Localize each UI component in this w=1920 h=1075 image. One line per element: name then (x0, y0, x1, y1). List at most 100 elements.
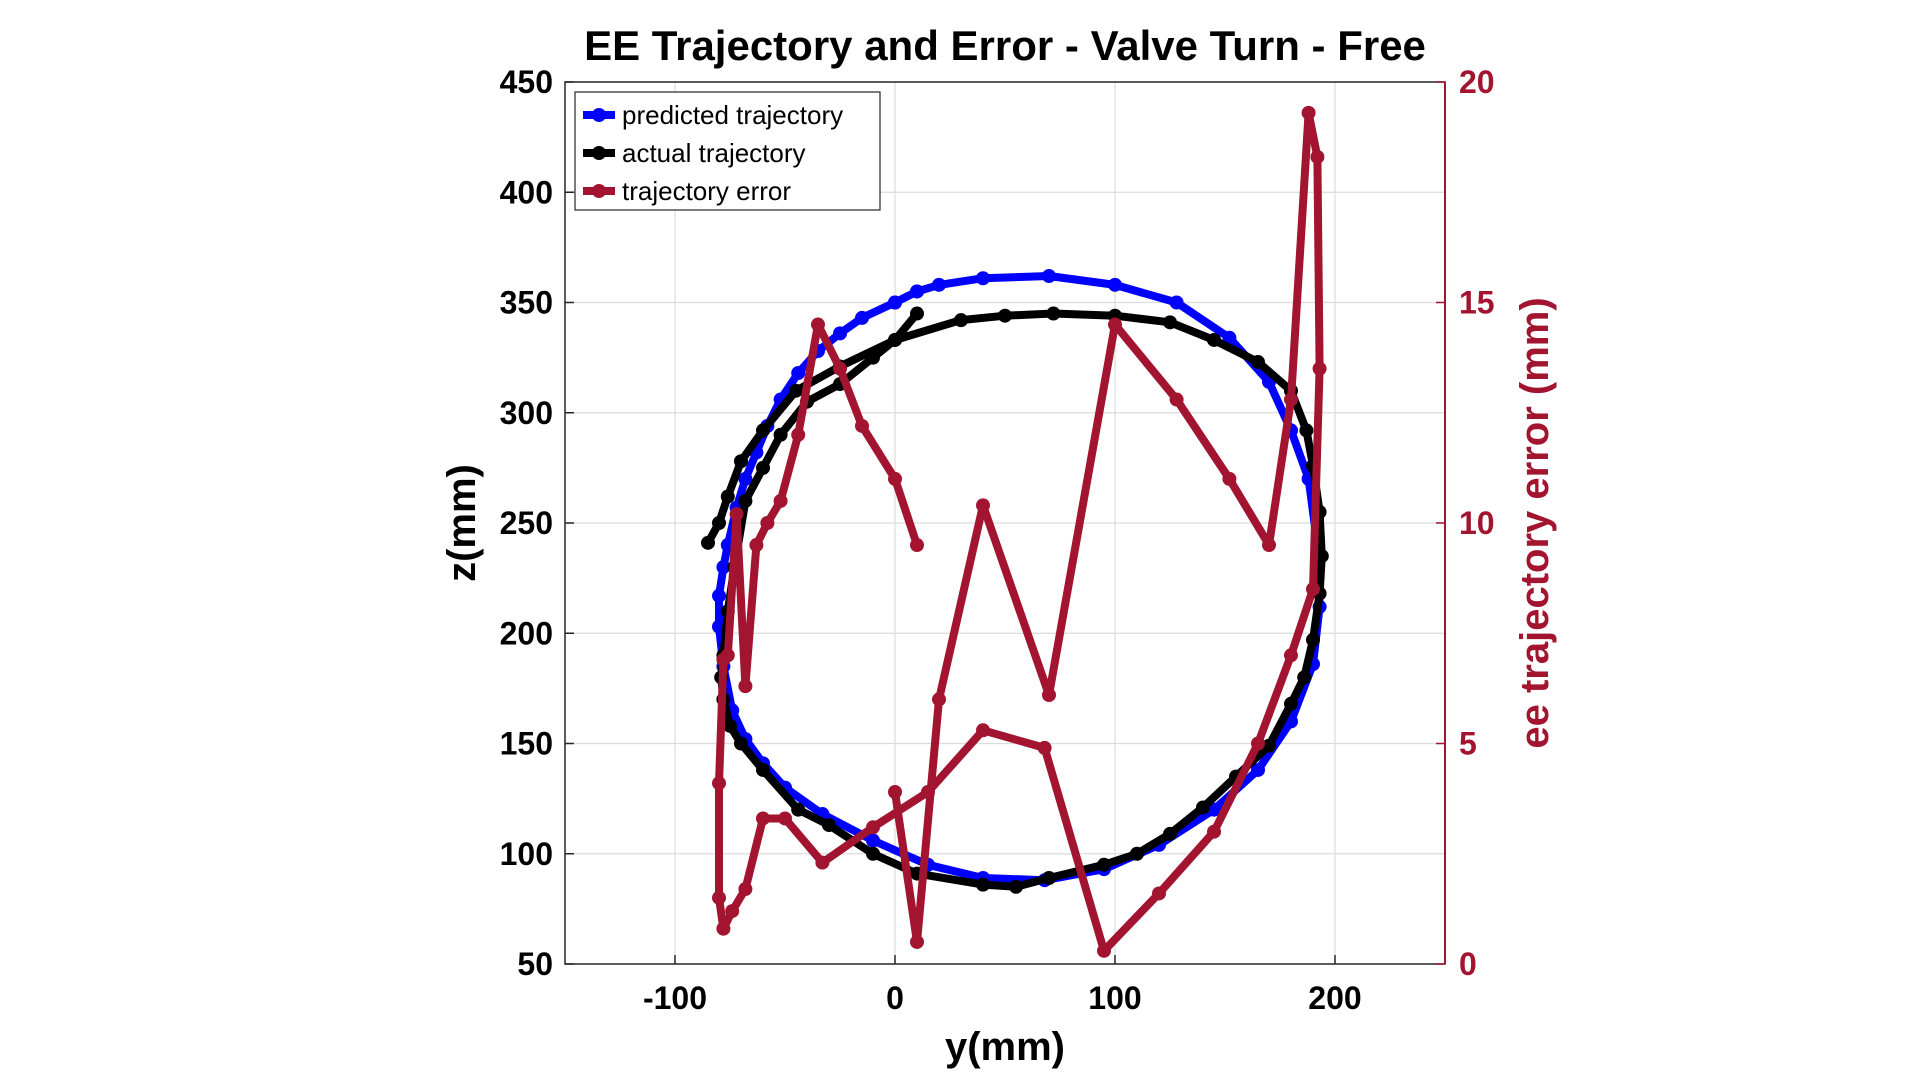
data-point-predicted (932, 277, 946, 292)
data-point-predicted (738, 471, 753, 486)
data-point-error (773, 493, 788, 508)
data-point-error (1108, 317, 1122, 332)
data-point-actual (756, 762, 770, 777)
data-point-actual (756, 423, 770, 438)
x-tick-label: 0 (886, 980, 904, 1016)
data-point-actual (1314, 549, 1329, 564)
data-point-actual (738, 493, 753, 508)
legend-label-error: trajectory error (622, 176, 791, 206)
legend-marker-error (592, 184, 606, 198)
data-point-predicted (1207, 802, 1221, 817)
data-point-actual (866, 350, 880, 365)
data-point-predicted (976, 271, 990, 286)
data-point-actual (910, 306, 924, 321)
data-point-error (815, 855, 830, 870)
data-point-error (716, 921, 731, 936)
y-tick-label: 300 (500, 395, 553, 431)
data-point-error (725, 904, 740, 919)
data-point-error (910, 934, 924, 949)
y-tick-label: 150 (500, 726, 553, 762)
data-point-actual (1284, 696, 1298, 711)
data-point-error (1312, 361, 1327, 376)
data-point-actual (1042, 871, 1056, 886)
data-point-actual (701, 535, 715, 550)
data-point-error (833, 361, 847, 376)
data-point-error (921, 785, 935, 800)
data-point-predicted (1108, 277, 1122, 292)
data-point-actual (954, 313, 968, 328)
data-point-error (888, 785, 902, 800)
chart-title: EE Trajectory and Error - Valve Turn - F… (584, 22, 1426, 69)
data-point-error (866, 820, 880, 835)
data-point-predicted (833, 326, 847, 341)
legend-label-actual: actual trajectory (622, 138, 806, 168)
data-point-error (1042, 687, 1056, 702)
data-point-actual (1009, 879, 1023, 894)
data-point-error (1169, 392, 1184, 407)
left-axis: 50 100 150 200 250 300 350 400 450 (500, 64, 574, 982)
data-point-actual (1251, 355, 1265, 370)
data-point-error (855, 418, 869, 433)
data-point-actual (1306, 632, 1320, 647)
data-point-error (712, 776, 726, 791)
data-point-actual (1130, 846, 1144, 861)
data-point-actual (1163, 826, 1177, 841)
y-tick-label: 400 (500, 174, 553, 210)
data-point-actual (723, 718, 737, 733)
data-point-predicted (791, 366, 806, 381)
y2-tick-label: 10 (1459, 505, 1495, 541)
data-point-actual (720, 489, 735, 504)
data-point-predicted (1042, 269, 1056, 284)
data-point-actual (734, 736, 748, 751)
legend: predicted trajectory actual trajectory t… (574, 91, 881, 211)
y-tick-label: 50 (517, 946, 553, 982)
data-point-error (888, 471, 902, 486)
data-point-error (1152, 886, 1166, 901)
x-axis-label: y(mm) (945, 1025, 1065, 1069)
y-tick-label: 100 (500, 836, 553, 872)
data-point-actual (1196, 800, 1210, 815)
data-point-error (1306, 582, 1320, 597)
data-point-error (738, 882, 753, 897)
data-point-error (778, 811, 792, 826)
data-point-actual (1262, 738, 1276, 753)
data-point-predicted (716, 560, 731, 575)
y2-tick-label: 20 (1459, 64, 1495, 100)
data-point-predicted (1169, 295, 1184, 310)
y-tick-label: 200 (500, 615, 553, 651)
data-point-actual (888, 332, 902, 347)
data-point-error (1037, 740, 1052, 755)
data-point-predicted (1251, 762, 1265, 777)
data-point-error (1251, 736, 1265, 751)
bottom-axis: -100 0 100 200 (643, 955, 1362, 1016)
data-point-predicted (1222, 330, 1237, 345)
y-tick-label: 450 (500, 64, 553, 100)
y-tick-label: 350 (500, 285, 553, 321)
data-point-error (749, 538, 764, 553)
series-error (712, 105, 1327, 958)
y-axis-label: z(mm) (440, 464, 484, 582)
data-point-error (738, 679, 753, 694)
y2-axis-label: ee trajectory error (mm) (1513, 297, 1557, 748)
data-point-error (729, 507, 744, 522)
legend-label-predicted: predicted trajectory (622, 100, 843, 130)
data-point-error (976, 498, 990, 513)
x-tick-label: -100 (643, 980, 707, 1016)
data-point-error (712, 890, 726, 905)
data-point-actual (822, 818, 836, 833)
data-point-error (811, 317, 825, 332)
y-tick-label: 250 (500, 505, 553, 541)
data-point-error (791, 427, 806, 442)
series-layer (701, 105, 1329, 958)
right-axis: 0 5 10 15 20 (1436, 64, 1495, 982)
y2-tick-label: 0 (1459, 946, 1477, 982)
x-tick-label: 200 (1308, 980, 1361, 1016)
data-point-actual (1163, 315, 1177, 330)
data-point-error (1310, 149, 1325, 164)
data-point-actual (866, 846, 880, 861)
data-point-actual (789, 383, 803, 398)
data-point-actual (998, 308, 1012, 323)
data-point-actual (1299, 423, 1314, 438)
